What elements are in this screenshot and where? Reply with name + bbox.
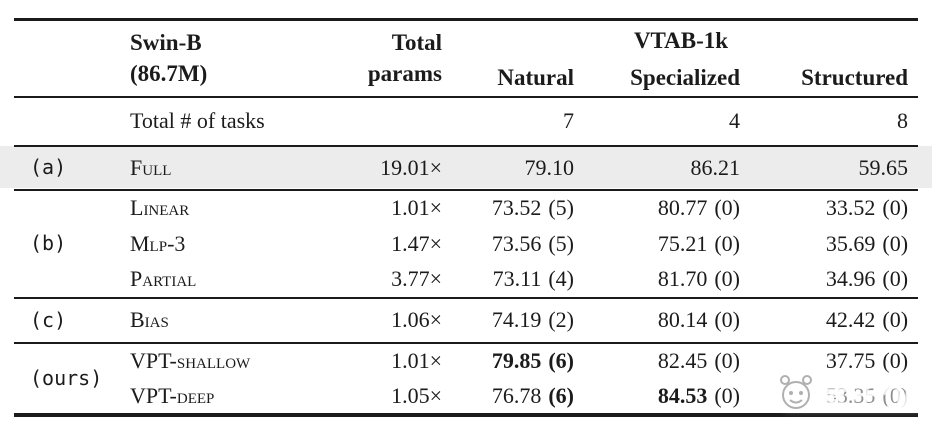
cell-structured: 59.65	[746, 145, 919, 191]
method-name: VPT-deep	[110, 378, 310, 417]
row-bias: (c) Bias 1.06× 74.19 (2) 80.14 (0) 42.42 (0…	[14, 297, 919, 344]
cell-natural: 74.19 (2)	[444, 297, 580, 344]
column-header-specialized: Specialized	[580, 61, 746, 98]
header-empty-cell	[14, 19, 110, 98]
cell-specialized: 75.21 (0)	[657, 230, 740, 256]
cell-params: 1.01×	[391, 195, 442, 221]
backbone-header-cell: Swin-B (86.7M)	[110, 19, 310, 98]
tasks-structured: 8	[746, 96, 919, 147]
group-label-b: (b)	[14, 189, 110, 299]
tasks-natural: 7	[444, 96, 580, 147]
vtab-results-table: Swin-B (86.7M) Total params VTAB-1k Natu…	[14, 18, 919, 417]
row-linear: (b) Linear 1.01× 73.52 (5) 80.77 (0) 33.52…	[14, 189, 918, 299]
total-params-header: Total params	[310, 19, 444, 98]
row-full: (a) Full 19.01× 79.10 86.21 59.65	[14, 145, 919, 191]
cell-natural: 73.52 (5)	[491, 195, 574, 221]
cell-structured: 35.69 (0)	[825, 230, 909, 256]
column-header-natural: Natural	[444, 61, 580, 98]
tasks-count-row: Total # of tasks 7 4 8	[14, 96, 919, 147]
cell-natural: 79.10	[444, 145, 580, 191]
cell-params: 19.01×	[310, 145, 444, 191]
header-row-top: Swin-B (86.7M) Total params VTAB-1k	[14, 19, 918, 98]
cell-natural: 73.11 (4)	[444, 261, 580, 299]
header-row-columns: Natural Specialized Structured	[14, 61, 919, 98]
backbone-param-count: (86.7M)	[130, 61, 208, 87]
cell-structured: 42.42 (0)	[746, 297, 919, 344]
row-vpt-shallow: (ours) VPT-shallow 1.01× 79.85 (6) 82.45(…	[14, 342, 918, 417]
group-label-a: (a)	[14, 145, 110, 191]
cell-specialized: 84.53 (0)	[580, 378, 746, 417]
cell-natural: 79.85 (6)	[491, 348, 574, 374]
row-partial: Partial 3.77× 73.11 (4) 81.70 (0) 34.96 (0)	[14, 261, 919, 299]
cell-natural: 76.78 (6)	[444, 378, 580, 417]
method-name: Partial	[110, 261, 310, 299]
column-header-structured: Structured	[746, 61, 919, 98]
empty-cell	[310, 96, 444, 147]
cell-params: 1.47×	[391, 230, 442, 256]
cell-specialized: 82.45 (0)	[657, 348, 740, 374]
group-label-c: (c)	[14, 297, 110, 344]
method-name: Full	[110, 145, 310, 191]
tasks-specialized: 4	[580, 96, 746, 147]
tasks-label: Total # of tasks	[110, 96, 310, 147]
method-name: VPT-shallow	[130, 348, 251, 374]
row-vpt-deep: VPT-deep 1.05× 76.78 (6) 84.53 (0) 53.35 (0…	[14, 378, 919, 417]
method-name: Linear	[130, 195, 190, 221]
empty-cell	[14, 96, 110, 147]
cell-structured: 34.96 (0)	[746, 261, 919, 299]
cell-structured: 33.52 (0)	[825, 195, 909, 221]
cell-specialized: 80.77 (0)	[657, 195, 740, 221]
cell-params: 1.01×	[391, 348, 442, 374]
cell-structured: 37.75 (0)	[825, 348, 909, 374]
cell-specialized: 81.70 (0)	[580, 261, 746, 299]
method-name: Bias	[110, 297, 310, 344]
cell-specialized: 86.21	[580, 145, 746, 191]
group-label-ours: (ours)	[14, 342, 110, 417]
row-mlp3: Mlp-3 1.47× 73.56 (5) 75.21 (0) 35.69 (0)	[14, 226, 918, 262]
cell-params: 1.06×	[310, 297, 444, 344]
method-name: Mlp-3	[130, 230, 186, 256]
cell-params: 3.77×	[310, 261, 444, 299]
cell-natural: 73.56 (5)	[491, 230, 574, 256]
cell-structured: 53.35 (0)	[746, 378, 919, 417]
cell-params: 1.05×	[310, 378, 444, 417]
cell-specialized: 80.14 (0)	[580, 297, 746, 344]
backbone-name: Swin-B	[130, 30, 202, 56]
benchmark-header: VTAB-1k	[633, 27, 729, 53]
